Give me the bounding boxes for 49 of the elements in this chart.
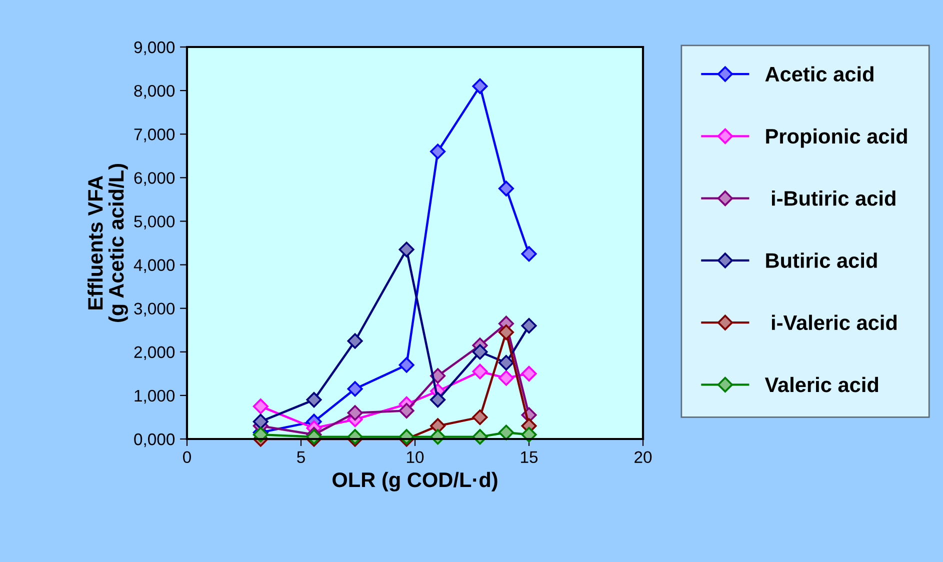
point xyxy=(498,370,514,386)
point xyxy=(252,426,268,442)
point xyxy=(430,392,446,408)
point xyxy=(398,242,414,258)
point xyxy=(498,324,514,340)
point xyxy=(347,405,363,421)
y-tick-label: 3,000 xyxy=(134,302,175,317)
x-tick-label: 5 xyxy=(297,451,305,464)
legend-label: Butiric acid xyxy=(766,252,877,268)
point xyxy=(521,318,537,334)
point xyxy=(430,144,446,160)
point xyxy=(252,414,268,430)
point xyxy=(521,246,537,262)
y-tick-label: 5,000 xyxy=(134,216,175,230)
legend-label: Acetic acid xyxy=(765,66,874,82)
y-tick-label: 0,000 xyxy=(134,433,175,448)
y-tick-label: 6,000 xyxy=(134,172,175,186)
point xyxy=(498,180,514,196)
legend-label: i-Butiric acid xyxy=(772,190,896,206)
y-tick-label: 8,000 xyxy=(134,84,175,99)
point xyxy=(472,364,488,380)
point xyxy=(472,409,488,425)
legend-label: Propionic acid xyxy=(766,128,907,148)
point xyxy=(498,355,514,371)
x-tick-label: 20 xyxy=(634,451,652,464)
y-tick-label: 4,000 xyxy=(134,259,175,273)
x-tick-label: 0 xyxy=(183,451,191,464)
point xyxy=(347,381,363,397)
point xyxy=(347,333,363,349)
y-axis-title: Effluents VFA (g Acetic acid/L) xyxy=(87,164,128,322)
point xyxy=(252,398,268,414)
y-tick-label: 1,000 xyxy=(134,390,175,404)
point xyxy=(430,368,446,384)
y-tick-label: 2,000 xyxy=(134,346,175,360)
point xyxy=(521,426,537,442)
point xyxy=(398,402,414,418)
y-tick-label: 7,000 xyxy=(134,128,175,142)
legend-label: i-Valeric acid xyxy=(772,314,897,330)
x-tick-label: 10 xyxy=(407,451,424,464)
legend-label: Valeric acid xyxy=(764,376,878,392)
point xyxy=(306,392,322,408)
point xyxy=(398,357,414,373)
point xyxy=(472,78,488,94)
x-axis-title: OLR (g COD/L·d) xyxy=(332,472,498,492)
point xyxy=(521,366,537,382)
x-tick-label: 15 xyxy=(521,451,538,464)
y-tick-label: 9,000 xyxy=(134,41,175,56)
point xyxy=(472,344,488,360)
point xyxy=(498,424,514,440)
